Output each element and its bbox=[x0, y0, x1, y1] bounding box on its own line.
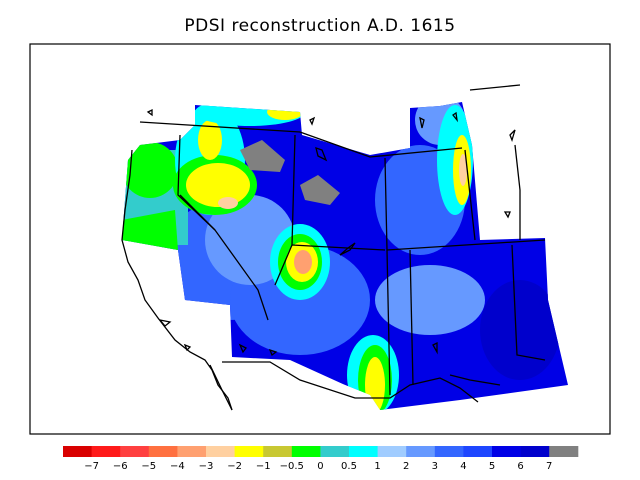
colorbar-swatch bbox=[91, 446, 121, 457]
colorbar-label: 0.5 bbox=[341, 461, 357, 472]
state-border bbox=[291, 244, 386, 251]
colorbar-swatch bbox=[177, 446, 207, 457]
colorbar-swatch bbox=[234, 446, 264, 457]
coastline bbox=[121, 149, 233, 411]
field-zone-light-blue bbox=[375, 265, 485, 335]
colorbar-swatch bbox=[120, 446, 150, 457]
map-title: PDSI reconstruction A.D. 1615 bbox=[184, 16, 456, 36]
colorbar-label: 5 bbox=[489, 461, 495, 472]
colorbar-label: −4 bbox=[170, 461, 185, 472]
field-zone-orange bbox=[294, 250, 312, 274]
lake bbox=[146, 108, 153, 117]
field-zone-peach bbox=[218, 197, 238, 209]
colorbar-swatch bbox=[377, 446, 407, 457]
boundaries bbox=[121, 84, 546, 411]
colorbar-swatch bbox=[406, 446, 436, 457]
lake bbox=[339, 242, 356, 256]
field-zone-yellow bbox=[198, 120, 222, 160]
field-zone-yellow bbox=[186, 163, 250, 207]
lake bbox=[509, 129, 516, 142]
state-border bbox=[179, 194, 216, 231]
state-border bbox=[386, 239, 546, 251]
international-border bbox=[222, 361, 479, 403]
colorbar-label: −5 bbox=[141, 461, 156, 472]
colorbar-swatch bbox=[549, 446, 579, 457]
colorbar-labels: −7 −6 −5 −4 −3 −2 −1 −0.5 0 0.5 1 2 3 4 5 6 7 bbox=[84, 461, 552, 472]
colorbar-label: −7 bbox=[84, 461, 99, 472]
colorbar-swatch bbox=[463, 446, 493, 457]
missing-data-area bbox=[300, 175, 340, 205]
colorbar-label: 6 bbox=[517, 461, 523, 472]
colorbar-swatch bbox=[148, 446, 178, 457]
lake bbox=[432, 341, 438, 355]
state-border bbox=[449, 374, 501, 386]
state-border bbox=[464, 149, 476, 241]
colorbar-label: 7 bbox=[546, 461, 552, 472]
colorbar-swatch bbox=[349, 446, 379, 457]
colorbar-label: 4 bbox=[460, 461, 466, 472]
pdsi-field bbox=[122, 102, 568, 410]
lake bbox=[315, 147, 328, 162]
state-border bbox=[511, 244, 546, 361]
island bbox=[238, 343, 247, 354]
colorbar-label: 0 bbox=[317, 461, 323, 472]
colorbar-label: 2 bbox=[403, 461, 409, 472]
island bbox=[183, 343, 192, 352]
lake bbox=[309, 116, 316, 126]
state-border bbox=[409, 249, 414, 386]
colorbar-swatch bbox=[291, 446, 321, 457]
state-border bbox=[514, 144, 521, 240]
colorbar-label: 1 bbox=[374, 461, 380, 472]
colorbar-swatch bbox=[63, 446, 93, 457]
field-zone-green bbox=[122, 142, 178, 198]
state-border bbox=[469, 84, 521, 91]
lake bbox=[452, 111, 458, 123]
colorbar-swatch bbox=[320, 446, 350, 457]
island bbox=[158, 319, 172, 327]
missing-data-area bbox=[240, 140, 285, 172]
lake bbox=[503, 211, 511, 219]
colorbar-swatch bbox=[520, 446, 550, 457]
island bbox=[268, 348, 278, 357]
colorbar-label: −1 bbox=[256, 461, 271, 472]
lake bbox=[419, 116, 425, 129]
field-zone-green bbox=[122, 210, 178, 250]
colorbar-label: 3 bbox=[432, 461, 438, 472]
colorbar-swatch bbox=[206, 446, 236, 457]
coastline bbox=[209, 364, 233, 411]
colorbar-label: −3 bbox=[199, 461, 214, 472]
colorbar-swatch bbox=[263, 446, 293, 457]
colorbar bbox=[63, 446, 579, 457]
field-zone-peach bbox=[459, 154, 467, 186]
colorbar-label: −2 bbox=[227, 461, 242, 472]
colorbar-label: −6 bbox=[113, 461, 128, 472]
international-border bbox=[139, 121, 463, 158]
colorbar-label: −0.5 bbox=[280, 461, 304, 472]
colorbar-swatch bbox=[434, 446, 464, 457]
colorbar-swatch bbox=[492, 446, 522, 457]
field-zone-dark-blue bbox=[480, 280, 560, 380]
